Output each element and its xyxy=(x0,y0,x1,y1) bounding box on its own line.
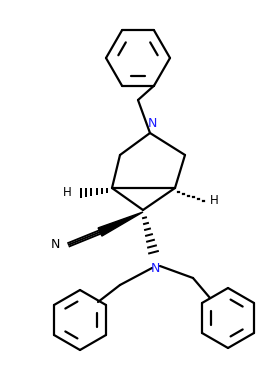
Text: H: H xyxy=(210,194,219,207)
Polygon shape xyxy=(98,212,143,236)
Text: H: H xyxy=(63,186,72,199)
Text: N: N xyxy=(51,238,60,251)
Text: N: N xyxy=(147,117,157,130)
Text: N: N xyxy=(150,262,160,275)
